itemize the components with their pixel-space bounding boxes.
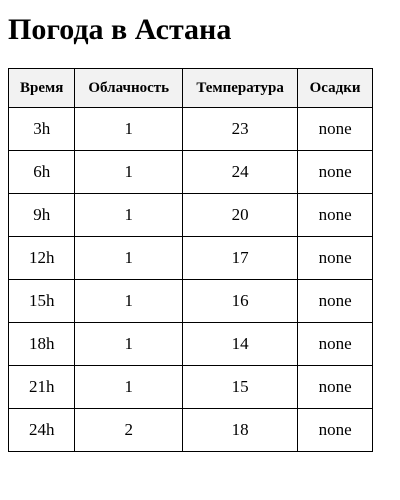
header-time: Время: [7, 68, 76, 108]
cell-cloudiness: 1: [74, 322, 184, 366]
cell-temperature: 20: [182, 193, 299, 237]
cell-time: 21h: [7, 365, 76, 409]
cell-cloudiness: 1: [74, 193, 184, 237]
cell-temperature: 16: [182, 279, 299, 323]
cell-cloudiness: 2: [74, 408, 184, 452]
header-precipitation: Осадки: [297, 68, 373, 108]
cell-time: 15h: [7, 279, 76, 323]
cell-precipitation: none: [297, 408, 373, 452]
cell-precipitation: none: [297, 107, 373, 151]
header-temperature: Температура: [182, 68, 299, 108]
cell-temperature: 18: [182, 408, 299, 452]
cell-time: 12h: [7, 236, 76, 280]
table-row: 12h 1 17 none: [7, 236, 373, 280]
table-row: 24h 2 18 none: [7, 408, 373, 452]
weather-table: Время Облачность Температура Осадки 3h 1…: [7, 68, 373, 452]
table-row: 21h 1 15 none: [7, 365, 373, 409]
table-row: 3h 1 23 none: [7, 107, 373, 151]
page: Погода в Астана Время Облачность Темпера…: [7, 13, 373, 452]
cell-cloudiness: 1: [74, 279, 184, 323]
cell-cloudiness: 1: [74, 150, 184, 194]
cell-precipitation: none: [297, 322, 373, 366]
header-cloudiness: Облачность: [74, 68, 184, 108]
cell-time: 18h: [7, 322, 76, 366]
cell-cloudiness: 1: [74, 365, 184, 409]
cell-cloudiness: 1: [74, 107, 184, 151]
table-row: 9h 1 20 none: [7, 193, 373, 237]
weather-table-header: Время Облачность Температура Осадки: [7, 68, 373, 108]
cell-cloudiness: 1: [74, 236, 184, 280]
cell-temperature: 14: [182, 322, 299, 366]
cell-precipitation: none: [297, 279, 373, 323]
cell-precipitation: none: [297, 365, 373, 409]
cell-time: 9h: [7, 193, 76, 237]
cell-temperature: 24: [182, 150, 299, 194]
table-row: 15h 1 16 none: [7, 279, 373, 323]
table-row: 18h 1 14 none: [7, 322, 373, 366]
header-row: Время Облачность Температура Осадки: [7, 68, 373, 108]
cell-precipitation: none: [297, 193, 373, 237]
cell-time: 24h: [7, 408, 76, 452]
cell-temperature: 23: [182, 107, 299, 151]
cell-temperature: 17: [182, 236, 299, 280]
cell-precipitation: none: [297, 236, 373, 280]
cell-precipitation: none: [297, 150, 373, 194]
weather-table-body: 3h 1 23 none 6h 1 24 none 9h 1 20 none 1…: [7, 107, 373, 452]
cell-time: 6h: [7, 150, 76, 194]
cell-time: 3h: [7, 107, 76, 151]
page-title: Погода в Астана: [8, 13, 232, 46]
table-row: 6h 1 24 none: [7, 150, 373, 194]
cell-temperature: 15: [182, 365, 299, 409]
